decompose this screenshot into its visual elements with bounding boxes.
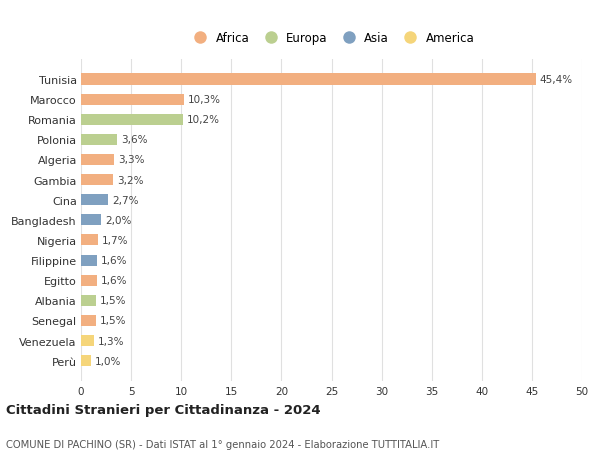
Text: 1,3%: 1,3% <box>98 336 125 346</box>
Bar <box>81 174 113 186</box>
Text: 1,6%: 1,6% <box>101 275 128 285</box>
Text: 2,0%: 2,0% <box>105 215 131 225</box>
Text: 1,5%: 1,5% <box>100 296 127 306</box>
Text: COMUNE DI PACHINO (SR) - Dati ISTAT al 1° gennaio 2024 - Elaborazione TUTTITALIA: COMUNE DI PACHINO (SR) - Dati ISTAT al 1… <box>6 440 439 449</box>
Bar <box>81 335 94 346</box>
Bar <box>81 355 91 366</box>
Text: 2,7%: 2,7% <box>112 195 139 205</box>
Bar <box>81 114 183 125</box>
Bar <box>81 315 96 326</box>
Bar <box>81 155 114 166</box>
Text: 1,7%: 1,7% <box>102 235 128 246</box>
Bar <box>81 95 184 106</box>
Legend: Africa, Europa, Asia, America: Africa, Europa, Asia, America <box>184 27 479 50</box>
Text: 1,6%: 1,6% <box>101 256 128 265</box>
Text: Cittadini Stranieri per Cittadinanza - 2024: Cittadini Stranieri per Cittadinanza - 2… <box>6 403 320 416</box>
Bar <box>81 275 97 286</box>
Text: 3,6%: 3,6% <box>121 135 148 145</box>
Bar <box>81 195 108 206</box>
Text: 3,2%: 3,2% <box>117 175 143 185</box>
Text: 45,4%: 45,4% <box>540 75 573 85</box>
Text: 10,3%: 10,3% <box>188 95 221 105</box>
Bar <box>81 215 101 226</box>
Bar <box>81 295 96 306</box>
Text: 10,2%: 10,2% <box>187 115 220 125</box>
Bar <box>81 134 117 146</box>
Bar <box>81 255 97 266</box>
Bar <box>81 235 98 246</box>
Bar <box>81 74 536 85</box>
Text: 3,3%: 3,3% <box>118 155 145 165</box>
Text: 1,0%: 1,0% <box>95 356 121 366</box>
Text: 1,5%: 1,5% <box>100 316 127 326</box>
